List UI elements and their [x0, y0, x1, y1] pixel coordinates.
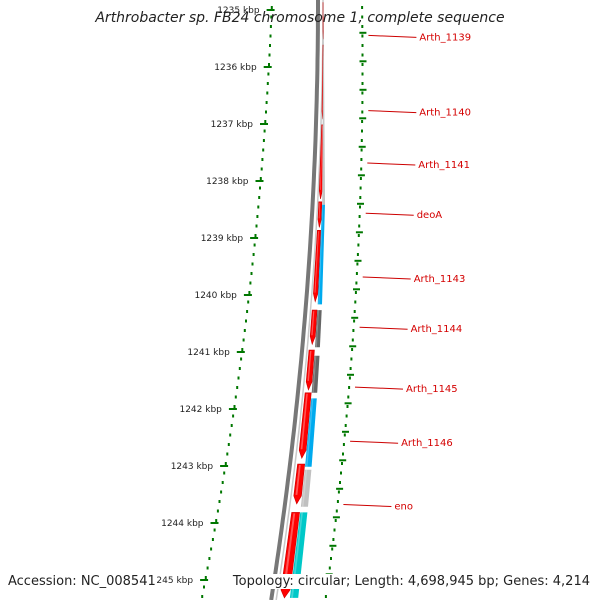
ruler-tick — [236, 351, 245, 353]
ruler-tick-label: 1240 kbp — [194, 291, 237, 301]
feature-block — [322, 19, 325, 205]
accession-text: Accession: NC_008541 — [8, 574, 156, 589]
ruler-tick-label: 1237 kbp — [211, 120, 254, 130]
scale-ruler: 1235 kbp 1236 kbp 1237 kbp 1238 kbp 1239 kbp… — [151, 6, 367, 598]
gene-arrow — [309, 309, 318, 346]
feature-block — [305, 398, 317, 467]
gene-label-group: Arth_1139 — [368, 32, 471, 43]
ruler-tick — [210, 522, 219, 524]
ruler-tick — [260, 123, 268, 125]
ruler-tick — [243, 294, 252, 296]
ruler-tick — [255, 180, 264, 182]
ruler-tick — [250, 237, 259, 239]
backbone-line — [269, 0, 320, 600]
gene-labels: Arth_1139 Arth_1140 Arth_1141 deoA Arth_1143… — [343, 32, 471, 513]
ruler-tick-label: 1243 kbp — [171, 462, 214, 472]
gene-label: deoA — [417, 210, 443, 221]
gene-arrow — [305, 349, 315, 391]
gene-label: Arth_1146 — [401, 438, 453, 449]
ruler-tick — [200, 579, 209, 581]
leader-line — [367, 162, 416, 166]
gene-label-group: deoA — [365, 210, 443, 221]
feature-block — [317, 204, 325, 305]
backbone-highlight — [275, 0, 324, 600]
ruler-tick — [228, 408, 237, 410]
leader-line — [354, 386, 404, 390]
topology-text: Topology: circular; Length: 4,698,945 bp… — [232, 574, 590, 589]
gene-label-group: Arth_1141 — [367, 160, 470, 171]
gene-label-group: Arth_1146 — [350, 438, 453, 449]
feature-block — [323, 2, 324, 17]
ruler-tick — [266, 9, 275, 11]
gene-label: eno — [394, 502, 413, 513]
feature-block — [300, 469, 312, 507]
gene-arrow — [317, 201, 323, 228]
feature-block — [311, 355, 320, 393]
ruler-tick-label: 1242 kbp — [179, 405, 222, 415]
gene-label: Arth_1144 — [411, 324, 463, 335]
gene-arrow — [293, 463, 306, 505]
leader-line — [365, 212, 414, 216]
gene-tracks — [269, 0, 325, 600]
gene-label-group: Arth_1143 — [362, 274, 466, 285]
gene-label: Arth_1145 — [406, 384, 458, 395]
map-title: Arthrobacter sp. FB24 chromosome 1, comp… — [95, 10, 505, 26]
ruler-tick — [263, 66, 272, 68]
leader-line — [359, 326, 408, 330]
ruler-tick-label: 1236 kbp — [214, 63, 257, 73]
gene-label-group: Arth_1144 — [359, 324, 463, 335]
leader-line — [368, 34, 417, 38]
ruler-tick-label: 1235 kbp — [217, 6, 260, 16]
gene-arrow — [313, 230, 322, 303]
ruler-tick-label: 1244 kbp — [161, 519, 204, 529]
gene-label-group: Arth_1145 — [354, 384, 458, 395]
gene-label: Arth_1139 — [419, 32, 471, 43]
gene-label: Arth_1143 — [414, 274, 466, 285]
ruler-tick-label: 1239 kbp — [201, 234, 244, 244]
feature-block — [315, 310, 322, 348]
gene-label: Arth_1141 — [418, 160, 470, 171]
ruler-tick-label: 1241 kbp — [187, 348, 230, 358]
leader-line — [368, 110, 417, 114]
gene-label-group: Arth_1140 — [368, 108, 471, 119]
ruler-tick-label: 1245 kbp — [151, 576, 194, 586]
leader-line — [343, 504, 392, 507]
leader-line — [350, 440, 399, 444]
ruler-tick-label: 1238 kbp — [206, 177, 249, 187]
gene-label: Arth_1140 — [419, 108, 471, 119]
gene-arrow — [298, 392, 312, 460]
gene-label-group: eno — [343, 502, 413, 513]
ruler-dots — [201, 6, 273, 598]
leader-line — [362, 276, 411, 280]
ruler-tick — [220, 465, 229, 467]
